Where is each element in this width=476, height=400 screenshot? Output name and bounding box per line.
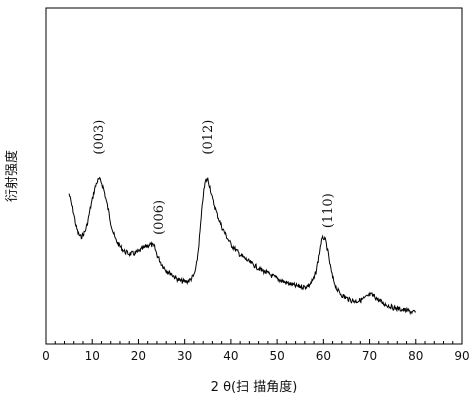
x-tick-label: 30 [177, 349, 192, 363]
peak-label: (006) [152, 200, 167, 235]
peak-label: (110) [321, 193, 336, 228]
x-axis-ticks [45, 339, 463, 344]
x-tick-label: 80 [408, 349, 423, 363]
peak-annotations: (003) (006) (012) (110) [92, 120, 336, 235]
x-tick-label: 50 [269, 349, 284, 363]
x-tick-label: 90 [454, 349, 469, 363]
x-tick-label: 20 [131, 349, 146, 363]
x-tick-label: 40 [223, 349, 238, 363]
plot-frame [45, 7, 463, 345]
peak-label: (012) [201, 120, 216, 155]
x-tick-label: 60 [316, 349, 331, 363]
x-axis-tick-labels: 0 10 20 30 40 50 60 70 80 90 [42, 349, 469, 363]
peak-label: (003) [92, 120, 107, 155]
x-tick-label: 70 [362, 349, 377, 363]
diffraction-curve [68, 176, 417, 316]
x-tick-label: 0 [42, 349, 50, 363]
x-axis-label: 2 θ(扫 描角度) [211, 379, 298, 395]
y-axis-label: 衍射强度 [4, 150, 20, 202]
x-tick-label: 10 [85, 349, 100, 363]
